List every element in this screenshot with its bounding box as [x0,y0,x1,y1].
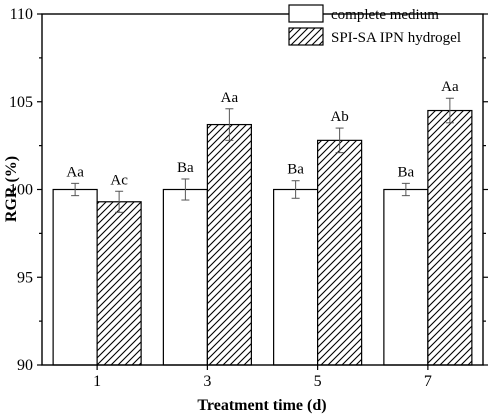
y-tick-label: 105 [9,94,33,111]
bar-spi-sa-ipn-hydrogel-5 [317,139,363,366]
y-axis-ticks: 90 95 100 105 110 [9,6,488,374]
bar-significance-label: Ba [287,162,304,178]
bar-significance-label: Aa [441,79,459,95]
legend: complete medium SPI-SA IPN hydrogel [288,4,461,46]
bar-labels-layer: Aa Ac Ba Aa Ba Ab Ba Aa [66,79,459,188]
bar-significance-label: Ba [177,160,194,176]
y-axis-title: RGR (%) [3,156,20,222]
bar-significance-label: Ba [398,164,415,180]
bar-spi-sa-ipn-hydrogel-3 [206,123,252,366]
x-tick-label: 7 [424,373,432,390]
bar-complete-medium-1 [52,188,98,366]
bar-complete-medium-5 [273,188,319,366]
y-tick-label: 110 [10,6,33,23]
x-axis-title: Treatment time (d) [197,397,326,414]
x-axis-ticks: 1 3 5 7 [93,365,432,390]
legend-label-complete-medium: complete medium [331,7,439,23]
bar-complete-medium-3 [162,188,208,366]
bar-significance-label: Aa [221,90,239,106]
bar-significance-label: Ac [110,172,128,188]
error-bars-layer [71,97,454,213]
x-tick-label: 5 [314,373,322,390]
x-tick-label: 3 [203,373,211,390]
bar-significance-label: Ab [330,109,348,125]
bar-spi-sa-ipn-hydrogel-1 [96,201,142,366]
legend-swatch-spi-sa-ipn-hydrogel [288,27,324,46]
x-tick-label: 1 [93,373,101,390]
legend-label-spi-sa-ipn-hydrogel: SPI-SA IPN hydrogel [331,30,461,46]
bar-complete-medium-7 [383,188,429,366]
y-tick-label: 90 [17,357,33,374]
y-tick-label: 100 [9,182,33,199]
bar-significance-label: Aa [66,164,84,180]
y-tick-label: 95 [17,269,33,286]
legend-swatch-complete-medium [288,4,324,23]
bar-spi-sa-ipn-hydrogel-7 [427,109,473,366]
bars-layer [52,109,473,366]
